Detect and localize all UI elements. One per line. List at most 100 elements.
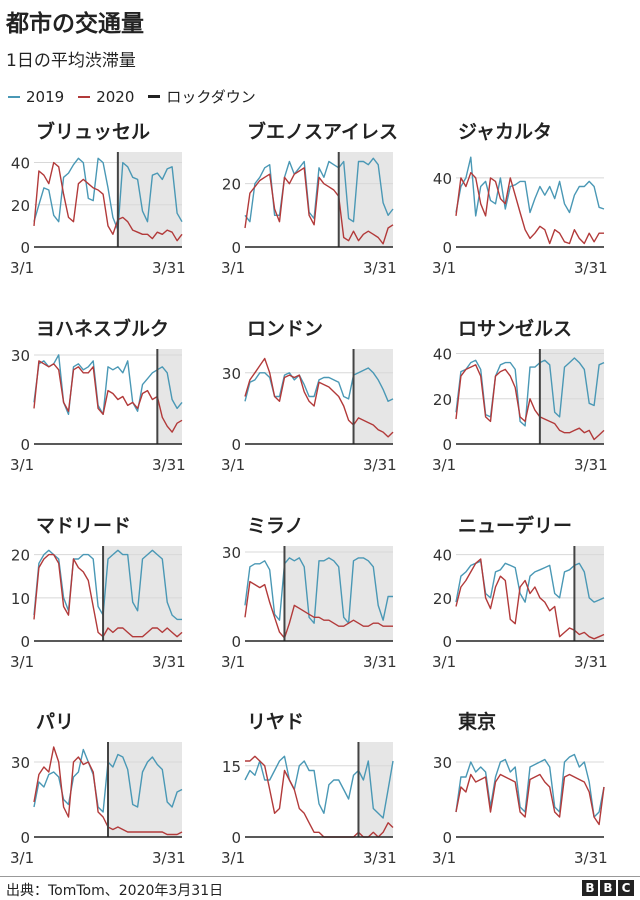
series-line-2020 xyxy=(244,580,393,639)
city-chart: ミラノ 0 30 3/1 3/31 xyxy=(221,515,397,671)
x-tick-label: 3/1 xyxy=(221,849,245,867)
y-tick-label: 30 xyxy=(11,754,30,772)
x-tick-label: 3/31 xyxy=(363,653,397,671)
city-title: リヤド xyxy=(247,711,304,733)
city-title: ミラノ xyxy=(247,515,304,537)
city-title: ニューデリー xyxy=(458,514,572,537)
city-title: パリ xyxy=(36,711,74,733)
city-chart: ジャカルタ 0 40 3/1 3/31 xyxy=(432,121,608,277)
city-chart: ブリュッセル 0 20 40 3/1 3/31 xyxy=(10,120,186,277)
x-tick-label: 3/31 xyxy=(363,849,397,867)
series-line-2020 xyxy=(33,553,183,638)
lockdown-shade xyxy=(338,152,393,247)
y-tick-label: 0 xyxy=(442,633,452,651)
legend: 2019 2020 ロックダウン xyxy=(8,86,270,107)
x-tick-label: 3/31 xyxy=(574,653,608,671)
y-tick-label: 10 xyxy=(11,590,30,608)
y-tick-label: 0 xyxy=(20,829,30,847)
y-tick-label: 20 xyxy=(433,391,452,409)
y-tick-label: 30 xyxy=(11,347,30,365)
city-title: ブリュッセル xyxy=(36,120,150,143)
x-tick-label: 3/1 xyxy=(432,456,456,474)
city-title: ジャカルタ xyxy=(458,121,552,143)
x-tick-label: 3/31 xyxy=(574,456,608,474)
series-line-2019 xyxy=(455,753,605,818)
y-tick-label: 40 xyxy=(433,170,452,188)
series-line-2020 xyxy=(33,161,183,242)
city-chart: リヤド 0 15 3/1 3/31 xyxy=(221,711,397,867)
legend-label-2020: 2020 xyxy=(96,87,135,106)
city-title: ロンドン xyxy=(247,318,323,340)
series-line-2019 xyxy=(455,357,605,427)
series-line-2019 xyxy=(244,557,393,624)
lockdown-shade xyxy=(574,546,604,641)
city-chart: ブエノスアイレス 0 20 3/1 3/31 xyxy=(221,120,398,277)
y-tick-label: 0 xyxy=(20,239,30,257)
series-line-2020 xyxy=(244,167,394,245)
city-chart: 東京 0 30 3/1 3/31 xyxy=(432,710,608,867)
y-tick-label: 30 xyxy=(222,365,241,383)
series-line-2020 xyxy=(455,773,605,826)
x-tick-label: 3/31 xyxy=(152,259,186,277)
legend-item-2020: 2020 xyxy=(78,88,134,106)
lockdown-shade xyxy=(108,742,182,837)
x-tick-label: 3/1 xyxy=(221,653,245,671)
x-tick-label: 3/31 xyxy=(363,456,397,474)
lockdown-shade xyxy=(284,546,393,641)
y-tick-label: 0 xyxy=(442,239,452,257)
city-title: マドリード xyxy=(36,515,131,537)
city-chart: マドリード 0 10 20 3/1 3/31 xyxy=(10,515,186,671)
y-tick-label: 40 xyxy=(433,547,452,565)
y-tick-label: 0 xyxy=(442,436,452,454)
y-tick-label: 0 xyxy=(442,829,452,847)
y-tick-label: 20 xyxy=(433,590,452,608)
page-title: 都市の交通量 xyxy=(6,11,144,37)
y-tick-label: 0 xyxy=(20,633,30,651)
legend-swatch-2020 xyxy=(78,95,91,98)
logo-letter: B xyxy=(582,880,598,896)
y-tick-label: 20 xyxy=(11,547,30,565)
city-chart: ニューデリー 0 20 40 3/1 3/31 xyxy=(432,514,608,671)
y-tick-label: 0 xyxy=(231,436,241,454)
x-tick-label: 3/1 xyxy=(10,259,34,277)
y-tick-label: 0 xyxy=(20,436,30,454)
city-title: 東京 xyxy=(458,710,496,733)
x-tick-label: 3/1 xyxy=(10,456,34,474)
city-title: ヨハネスブルク xyxy=(36,317,169,340)
x-tick-label: 3/1 xyxy=(10,849,34,867)
city-chart: パリ 0 30 3/1 3/31 xyxy=(10,711,186,867)
lockdown-shade xyxy=(358,742,393,837)
city-title: ロサンゼルス xyxy=(458,317,572,340)
x-tick-label: 3/31 xyxy=(574,849,608,867)
x-tick-label: 3/1 xyxy=(432,653,456,671)
series-line-2019 xyxy=(244,157,394,223)
series-line-2020 xyxy=(244,357,394,438)
x-tick-label: 3/1 xyxy=(432,259,456,277)
logo-letter: C xyxy=(618,880,634,896)
legend-label-2019: 2019 xyxy=(26,87,65,106)
source-note: 出典：TomTom、2020年3月31日 xyxy=(6,883,224,899)
y-tick-label: 30 xyxy=(433,754,452,772)
x-tick-label: 3/31 xyxy=(152,456,186,474)
x-tick-label: 3/31 xyxy=(152,653,186,671)
y-tick-label: 0 xyxy=(231,633,241,651)
legend-item-2019: 2019 xyxy=(8,88,64,106)
legend-swatch-2019 xyxy=(8,95,20,98)
city-chart: ロンドン 0 30 3/1 3/31 xyxy=(221,318,397,474)
page-subtitle: 1日の平均渋滞量 xyxy=(6,51,136,71)
logo-letter: B xyxy=(600,880,616,896)
y-tick-label: 20 xyxy=(222,176,241,194)
legend-item-lockdown: ロックダウン xyxy=(148,86,256,107)
legend-label-lockdown: ロックダウン xyxy=(166,88,256,106)
x-tick-label: 3/31 xyxy=(574,259,608,277)
x-tick-label: 3/1 xyxy=(432,849,456,867)
series-line-2019 xyxy=(455,156,605,217)
footer: 出典：TomTom、2020年3月31日 B B C xyxy=(0,876,640,899)
legend-swatch-lockdown xyxy=(148,95,161,98)
series-line-2020 xyxy=(455,171,604,245)
lockdown-shade xyxy=(353,349,393,444)
y-tick-label: 30 xyxy=(222,544,241,562)
city-title: ブエノスアイレス xyxy=(247,120,398,143)
x-tick-label: 3/1 xyxy=(10,653,34,671)
series-line-2019 xyxy=(244,367,394,402)
